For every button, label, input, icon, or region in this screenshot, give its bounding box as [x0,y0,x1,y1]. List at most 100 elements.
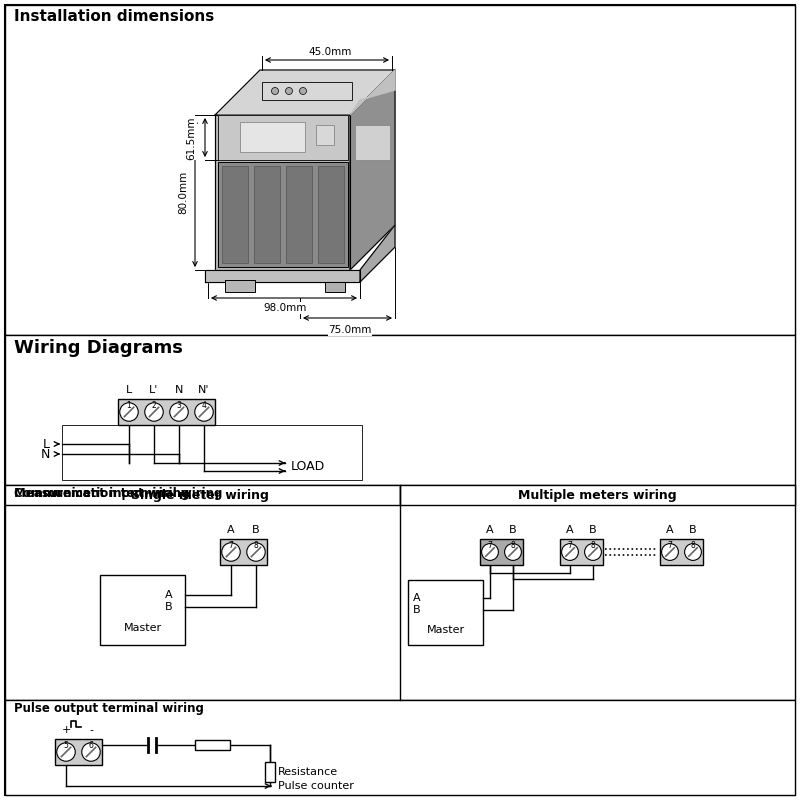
Text: -: - [89,725,93,735]
Text: 7: 7 [667,541,673,550]
Text: L: L [126,385,132,395]
Circle shape [82,742,100,762]
Text: L: L [43,438,50,450]
Bar [254,166,280,263]
Bar [286,166,312,263]
Bar [5,485,795,700]
Text: 1: 1 [126,401,131,410]
Polygon shape [218,115,348,160]
Bar [316,125,334,145]
Bar [262,82,352,100]
Bar [5,335,795,485]
Text: +: + [62,725,70,735]
Bar [220,539,267,565]
Bar [62,425,362,480]
Bar [325,282,345,292]
Text: 80.0mm: 80.0mm [178,170,188,214]
Circle shape [222,542,240,562]
Circle shape [170,402,188,422]
Bar [5,5,795,335]
Text: Communication terminal wiring: Communication terminal wiring [14,487,222,500]
Text: 7: 7 [567,541,573,550]
Circle shape [271,87,278,94]
Text: Measurement input wiring: Measurement input wiring [14,487,190,500]
Text: LOAD: LOAD [291,461,326,474]
Text: B: B [589,525,597,535]
Text: Single meter wiring: Single meter wiring [131,489,269,502]
Text: N: N [41,447,50,461]
Text: A: A [227,525,235,535]
Text: 98.0mm: 98.0mm [263,303,306,313]
Text: Pulse counter: Pulse counter [278,781,354,791]
Text: 45.0mm: 45.0mm [308,47,352,57]
Polygon shape [350,70,395,270]
Circle shape [57,742,75,762]
Circle shape [246,542,266,562]
Text: 7: 7 [229,541,234,550]
Circle shape [662,544,678,560]
Bar [218,162,348,267]
Text: A: A [666,525,674,535]
Circle shape [194,402,214,422]
Text: 6: 6 [89,741,94,750]
Bar [560,539,603,565]
Bar [408,580,483,645]
Bar [318,166,344,263]
Text: B: B [689,525,697,535]
Polygon shape [215,70,395,115]
Text: Multiple meters wiring: Multiple meters wiring [518,489,676,502]
Circle shape [286,87,293,94]
Text: 8: 8 [254,541,258,550]
Text: 3: 3 [177,401,182,410]
Text: B: B [252,525,260,535]
Text: 75.0mm: 75.0mm [328,325,372,335]
Text: A: A [566,525,574,535]
Bar [240,122,305,152]
Bar [5,700,795,795]
Text: 7: 7 [487,541,493,550]
Text: L': L' [150,385,158,395]
Text: A: A [413,593,421,603]
Bar [118,399,215,425]
Text: 61.5mm: 61.5mm [186,116,196,160]
Polygon shape [360,225,395,282]
Text: B: B [165,602,173,612]
Circle shape [482,544,498,560]
Bar [265,762,275,782]
Bar [222,166,248,263]
Text: Wiring Diagrams: Wiring Diagrams [14,339,183,357]
Polygon shape [215,115,350,270]
Bar [355,125,390,160]
Text: A: A [486,525,494,535]
Bar [5,485,400,505]
Text: B: B [413,605,421,615]
Text: 8: 8 [590,541,595,550]
Bar [55,739,102,765]
Text: 8: 8 [690,541,695,550]
Text: N: N [175,385,183,395]
Text: Pulse output terminal wiring: Pulse output terminal wiring [14,702,204,715]
Text: Master: Master [123,623,162,633]
Text: A: A [165,590,173,600]
Text: 5: 5 [63,741,69,750]
Circle shape [299,87,306,94]
Circle shape [562,544,578,560]
Text: 4: 4 [202,401,206,410]
Bar [480,539,523,565]
Text: B: B [509,525,517,535]
Bar [660,539,703,565]
Text: Resistance: Resistance [278,767,338,777]
Bar [195,740,230,750]
Text: Master: Master [426,625,465,635]
Circle shape [685,544,702,560]
Circle shape [505,544,522,560]
Circle shape [145,402,163,422]
Circle shape [120,402,138,422]
Bar [225,280,255,292]
Text: 2: 2 [152,401,156,410]
Polygon shape [205,270,360,282]
Text: 8: 8 [510,541,515,550]
Text: Installation dimensions: Installation dimensions [14,9,214,24]
Bar [100,575,185,645]
Polygon shape [350,70,395,115]
